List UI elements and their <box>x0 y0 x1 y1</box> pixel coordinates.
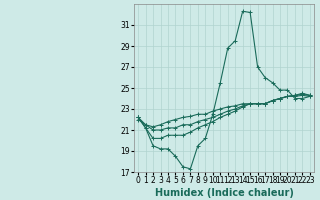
X-axis label: Humidex (Indice chaleur): Humidex (Indice chaleur) <box>155 188 293 198</box>
